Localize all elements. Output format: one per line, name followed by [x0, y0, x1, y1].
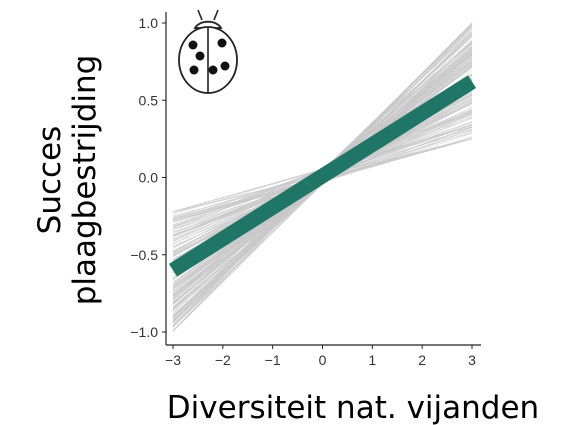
- tick-labels: 1.0 0.5 0.0 −0.5 −1.0 −3 −2 −1 0 1 2 3: [130, 15, 476, 368]
- x-tick-label: −1: [265, 352, 281, 368]
- x-tick-label: −3: [165, 352, 181, 368]
- ladybug-icon: [178, 9, 238, 94]
- y-axis-title-line-2: plaagbestrijding: [67, 55, 103, 306]
- mean-line: [169, 75, 476, 277]
- axes: [165, 12, 481, 346]
- y-tick-label: 0.0: [139, 170, 159, 186]
- y-tick-label: 0.5: [139, 92, 159, 108]
- x-tick-label: 2: [418, 352, 426, 368]
- x-tick-label: 1: [368, 352, 376, 368]
- y-axis-title-line-1: Succes: [32, 126, 68, 235]
- x-tick-label: 0: [319, 352, 327, 368]
- mean-regression: [169, 75, 476, 277]
- x-tick-label: 3: [468, 352, 476, 368]
- y-tick-label: −1.0: [130, 324, 158, 340]
- x-axis-title: Diversiteit nat. vijanden: [167, 390, 539, 425]
- y-tick-label: −0.5: [130, 247, 158, 263]
- x-tick-label: −2: [215, 352, 231, 368]
- y-tick-label: 1.0: [139, 15, 159, 31]
